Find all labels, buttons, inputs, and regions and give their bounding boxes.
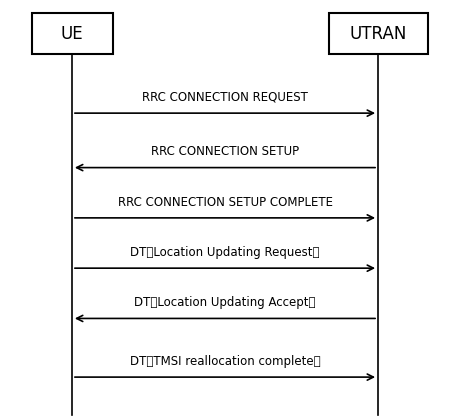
Text: RRC CONNECTION REQUEST: RRC CONNECTION REQUEST	[142, 91, 308, 104]
Text: RRC CONNECTION SETUP COMPLETE: RRC CONNECTION SETUP COMPLETE	[117, 196, 333, 209]
Text: UTRAN: UTRAN	[349, 25, 407, 42]
Bar	[328, 13, 428, 54]
Bar	[32, 13, 112, 54]
Text: DT（Location Updating Request）: DT（Location Updating Request）	[130, 246, 320, 259]
Text: RRC CONNECTION SETUP: RRC CONNECTION SETUP	[151, 145, 299, 158]
Text: UE: UE	[61, 25, 83, 42]
Text: DT（Location Updating Accept）: DT（Location Updating Accept）	[134, 296, 316, 309]
Text: DT（TMSI reallocation complete）: DT（TMSI reallocation complete）	[130, 355, 320, 368]
